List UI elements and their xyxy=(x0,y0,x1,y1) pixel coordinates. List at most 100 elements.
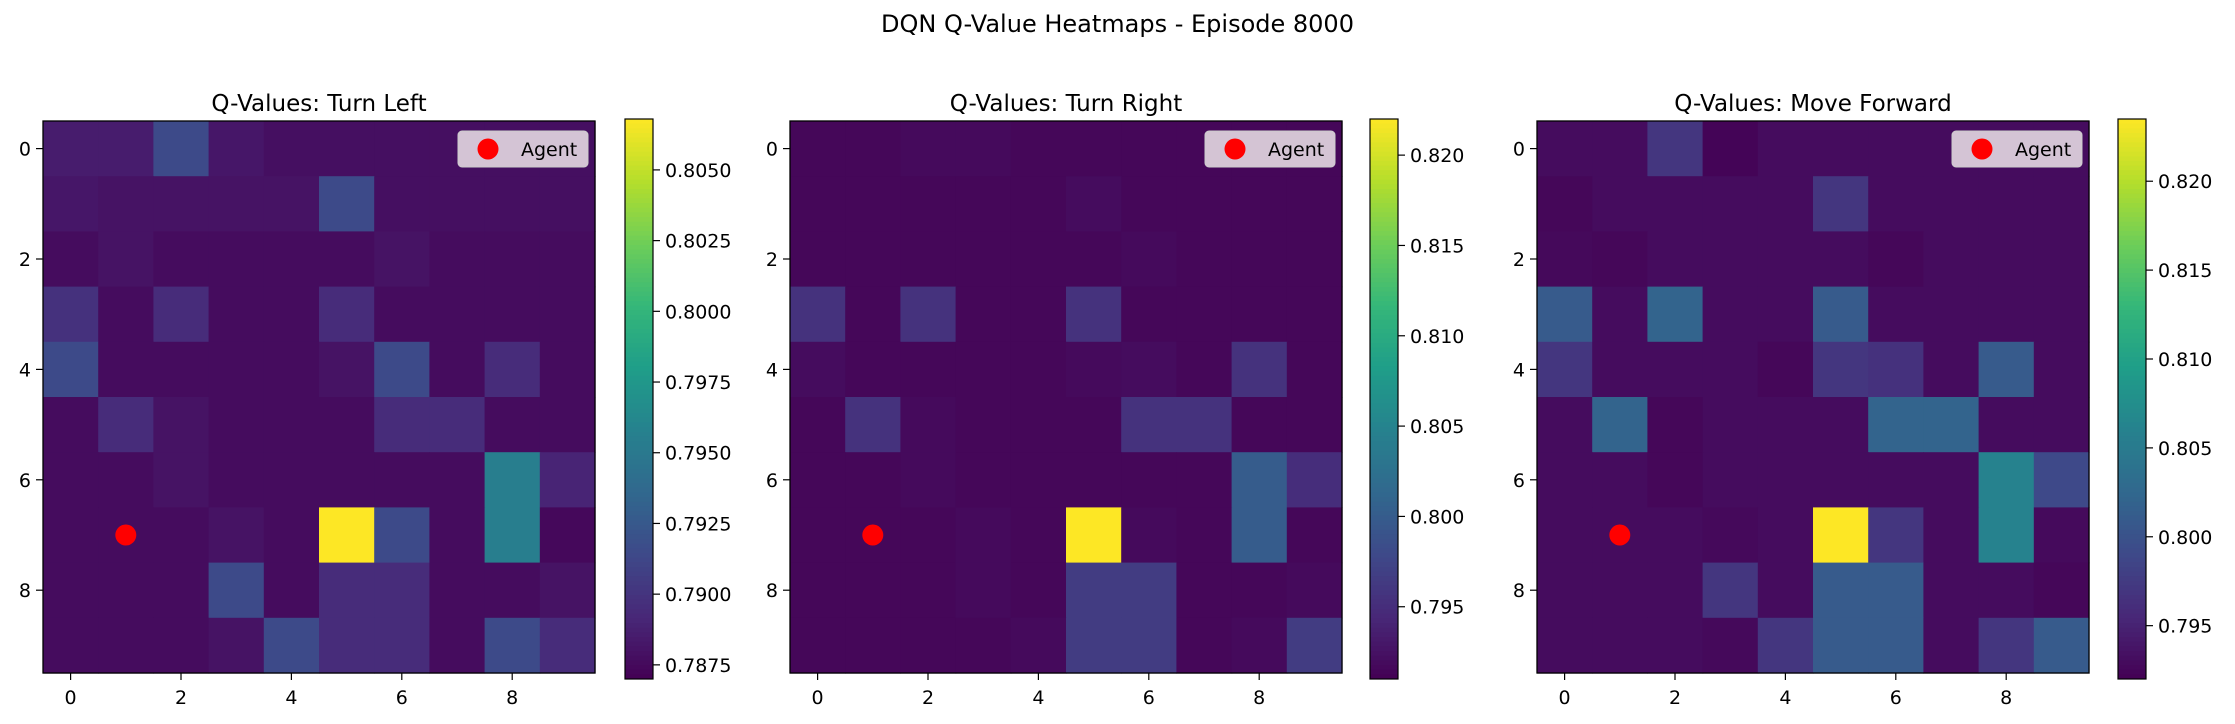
colorbar-segment xyxy=(625,459,653,465)
colorbar-segment xyxy=(1370,585,1398,591)
colorbar-segment xyxy=(625,520,653,526)
heatmap-cell xyxy=(1010,286,1067,343)
colorbar-segment xyxy=(2118,296,2146,302)
colorbar-segment xyxy=(2118,394,2146,400)
heatmap-cell xyxy=(429,341,486,398)
heatmap-panel-2: Q-Values: Turn Right 0 2 4 6 8 0 2 4 6 8 Agent 0.795… xyxy=(766,91,1465,709)
colorbar-segment xyxy=(1370,156,1398,162)
colorbar-segment xyxy=(1370,651,1398,657)
heatmap-cell xyxy=(1010,507,1067,564)
colorbar-segment xyxy=(625,618,653,624)
colorbar-segment xyxy=(1370,562,1398,568)
colorbar-segment xyxy=(2118,198,2146,204)
colorbar-segment xyxy=(2118,525,2146,531)
heatmap-cell xyxy=(484,452,541,508)
heatmap-cell xyxy=(900,397,957,453)
colorbar-segment xyxy=(2118,590,2146,596)
colorbar-segment xyxy=(625,478,653,484)
heatmap-cell xyxy=(845,286,901,343)
colorbar-segment xyxy=(625,431,653,437)
heatmap-cell xyxy=(263,397,320,453)
colorbar-segment xyxy=(2118,543,2146,549)
heatmap-cell xyxy=(1868,397,1924,453)
colorbar-segment xyxy=(625,371,653,377)
colorbar-segment xyxy=(625,515,653,521)
legend-agent-marker xyxy=(477,138,499,160)
colorbar-segment xyxy=(625,581,653,587)
heatmap-cell xyxy=(539,231,596,288)
colorbar-segment xyxy=(1370,487,1398,493)
heatmap-cell xyxy=(900,562,957,619)
colorbar-segment xyxy=(625,403,653,409)
colorbar-segment xyxy=(625,329,653,335)
colorbar-segment xyxy=(625,427,653,433)
heatmap-cell xyxy=(1066,507,1122,564)
colorbar-segment xyxy=(1370,665,1398,671)
heatmap-cell xyxy=(1121,617,1177,674)
heatmap-cell xyxy=(900,617,957,674)
colorbar-segment xyxy=(2118,329,2146,335)
colorbar-segment xyxy=(625,189,653,195)
y-tick-label: 8 xyxy=(1513,580,1525,602)
heatmap-cell xyxy=(1121,231,1177,288)
heatmap-cell xyxy=(1066,617,1122,674)
heatmap-cell xyxy=(1176,452,1233,508)
heatmap-cell xyxy=(374,397,430,453)
heatmap-cell xyxy=(374,176,430,232)
colorbar-segment xyxy=(2118,618,2146,624)
heatmap-cell xyxy=(1868,176,1924,232)
heatmap-cell xyxy=(429,452,486,508)
legend-agent-marker xyxy=(1971,138,1993,160)
heatmap-cell xyxy=(1757,452,1814,508)
colorbar-segment xyxy=(2118,123,2146,129)
colorbar-segment xyxy=(2118,207,2146,213)
heatmap-cell xyxy=(1066,121,1122,177)
colorbar-segment xyxy=(625,198,653,204)
colorbar-segment xyxy=(625,217,653,223)
legend-label: Agent xyxy=(2015,139,2071,161)
colorbar-segment xyxy=(1370,553,1398,559)
heatmap-cell xyxy=(1923,286,1980,343)
heatmap-cell xyxy=(1010,617,1067,674)
x-tick-label: 8 xyxy=(506,687,518,709)
colorbar-segment xyxy=(625,151,653,157)
heatmap-cell xyxy=(1868,507,1924,564)
colorbar-tick-label: 0.820 xyxy=(2158,171,2212,193)
colorbar-segment xyxy=(2118,431,2146,437)
heatmap-cell xyxy=(1647,397,1704,453)
colorbar-segment xyxy=(625,366,653,372)
colorbar-segment xyxy=(1370,604,1398,610)
heatmap-cell xyxy=(539,286,596,343)
colorbar: 0.795 0.800 0.805 0.810 0.815 0.820 xyxy=(2117,118,2212,680)
heatmap-cell xyxy=(484,397,541,453)
heatmap-cell xyxy=(43,617,99,674)
heatmap-cell xyxy=(900,507,957,564)
heatmap-cell xyxy=(1231,617,1288,674)
colorbar-segment xyxy=(625,282,653,288)
colorbar-segment xyxy=(1370,221,1398,227)
panel-title: Q-Values: Turn Left xyxy=(211,91,426,117)
colorbar-segment xyxy=(1370,291,1398,297)
colorbar-segment xyxy=(1370,193,1398,199)
colorbar-segment xyxy=(625,539,653,545)
colorbar-segment xyxy=(625,296,653,302)
heatmap-cell xyxy=(1978,452,2035,508)
heatmap-cell xyxy=(429,507,486,564)
y-tick-label: 0 xyxy=(1513,139,1525,161)
panel-title: Q-Values: Turn Right xyxy=(950,91,1183,117)
heatmap-cell xyxy=(374,121,430,177)
heatmap-cell xyxy=(1757,176,1814,232)
colorbar-segment xyxy=(625,240,653,246)
colorbar-segment xyxy=(2118,156,2146,162)
legend-label: Agent xyxy=(1268,139,1324,161)
colorbar-segment xyxy=(2118,212,2146,218)
heatmap-cell xyxy=(153,507,210,564)
heatmap-cell xyxy=(1702,617,1759,674)
heatmap-cell xyxy=(2033,231,2090,288)
heatmap-cell xyxy=(98,231,154,288)
colorbar-segment xyxy=(1370,473,1398,479)
colorbar-segment xyxy=(1370,576,1398,582)
heatmap-cell xyxy=(208,452,265,508)
colorbar-segment xyxy=(2118,319,2146,325)
x-tick-label: 2 xyxy=(922,687,934,709)
